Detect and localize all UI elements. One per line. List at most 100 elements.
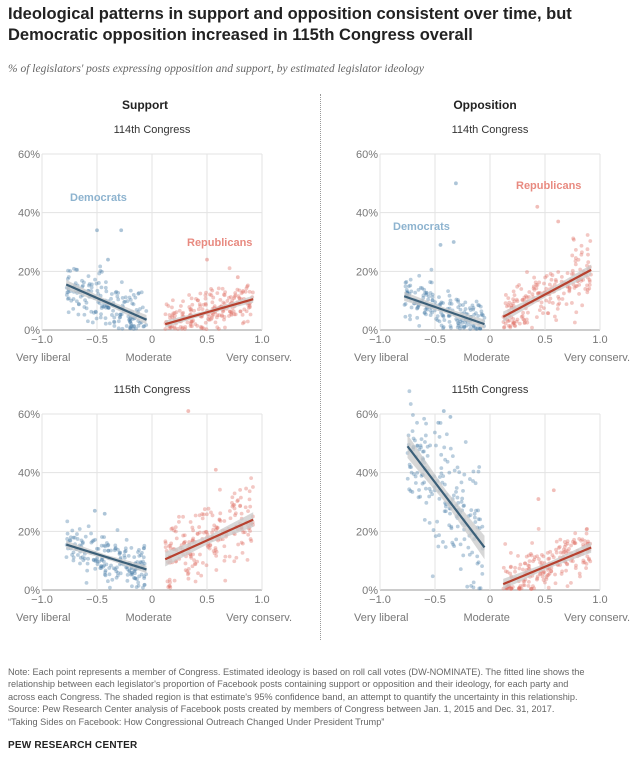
republican-point [549, 569, 554, 574]
democrat-point [407, 389, 412, 394]
democrat-point [115, 528, 120, 532]
republican-point [547, 282, 552, 287]
democrat-point [430, 310, 435, 315]
democrat-point [424, 291, 429, 296]
republican-point [220, 286, 225, 291]
republican-point [586, 260, 591, 265]
republican-point [508, 325, 513, 330]
democrat-point [427, 486, 432, 491]
democrat-point [69, 298, 74, 303]
x-tick-label: 0.5 [199, 334, 214, 346]
republican-point [559, 572, 564, 576]
republican-point [510, 301, 515, 306]
republican-point [186, 571, 191, 575]
democrat-point [458, 303, 463, 307]
republican-point [548, 296, 553, 301]
republican-point [244, 486, 248, 491]
democrat-point [444, 432, 449, 437]
republican-point [240, 321, 245, 326]
democrat-point [471, 306, 476, 310]
republican-point [170, 526, 175, 531]
democrat-point [448, 324, 453, 328]
democrat-point [476, 560, 481, 565]
democrat-point [427, 520, 432, 525]
republican-point [197, 525, 202, 529]
republican-point [191, 552, 195, 557]
democrat-point [71, 550, 76, 555]
republican-point [197, 302, 202, 307]
republican-point [167, 326, 172, 331]
democrat-point [454, 181, 458, 186]
republican-point [502, 325, 507, 329]
republican-point [570, 539, 575, 544]
republican-point [251, 485, 255, 489]
republican-point [186, 576, 191, 581]
democrat-point [478, 586, 483, 591]
democrat-point [125, 299, 130, 303]
democrat-point [408, 283, 413, 288]
x-tick-label: 0 [149, 334, 155, 346]
democrat-point [431, 528, 436, 532]
republican-point [234, 555, 239, 560]
republican-point [222, 558, 227, 563]
democrat-point [65, 531, 70, 536]
democrat-point [128, 320, 132, 324]
republican-point [586, 539, 590, 544]
republican-point [227, 295, 231, 300]
democrat-point [135, 577, 139, 582]
republican-point [190, 525, 195, 530]
republican-point [543, 275, 548, 280]
republican-point [527, 290, 532, 294]
democrat-point [133, 576, 138, 581]
democrat-point [141, 546, 146, 551]
democrat-point [129, 546, 134, 550]
democrat-point [107, 566, 112, 570]
republican-point [239, 540, 244, 545]
democrat-point [118, 571, 123, 576]
democrat-point [128, 324, 133, 328]
republican-point [211, 527, 216, 532]
republican-point [163, 539, 168, 544]
democrat-point [430, 292, 435, 297]
republican-point [170, 313, 175, 318]
republican-point [200, 307, 205, 312]
republican-point [168, 546, 173, 551]
democrat-point [136, 583, 141, 588]
democrat-point [430, 298, 435, 303]
republican-point [562, 544, 567, 549]
republican-point [178, 325, 183, 329]
democrat-point [478, 517, 483, 522]
republican-point [204, 512, 209, 517]
republican-point [177, 514, 181, 519]
republican-point [547, 556, 552, 561]
x-axis-label: Very conserv. [226, 612, 292, 624]
democrat-point [115, 294, 120, 299]
republican-point [546, 557, 551, 561]
republican-point [181, 533, 186, 538]
republican-point [222, 544, 227, 549]
democrat-point [71, 297, 76, 301]
republican-point [509, 586, 514, 591]
democrat-point [119, 312, 124, 317]
republican-point [217, 313, 222, 318]
republican-point [221, 300, 226, 305]
republican-point [213, 548, 218, 552]
democrat-point [98, 264, 103, 269]
democrat-point [415, 305, 420, 310]
democrat-point [439, 323, 444, 328]
republican-point [207, 318, 212, 322]
democrat-point [417, 323, 422, 328]
republican-point [584, 531, 589, 536]
democrat-point [100, 558, 104, 562]
democrat-point [103, 568, 108, 573]
democrat-point [421, 449, 426, 454]
democrat-point [118, 312, 123, 317]
democrat-point [458, 326, 462, 331]
x-axis-label: Very liberal [16, 612, 70, 624]
republican-point [547, 571, 552, 576]
democrat-point [428, 489, 433, 494]
democrat-point [98, 315, 103, 320]
democrat-point [408, 402, 413, 406]
republican-point [513, 569, 517, 574]
republican-point [190, 564, 195, 569]
